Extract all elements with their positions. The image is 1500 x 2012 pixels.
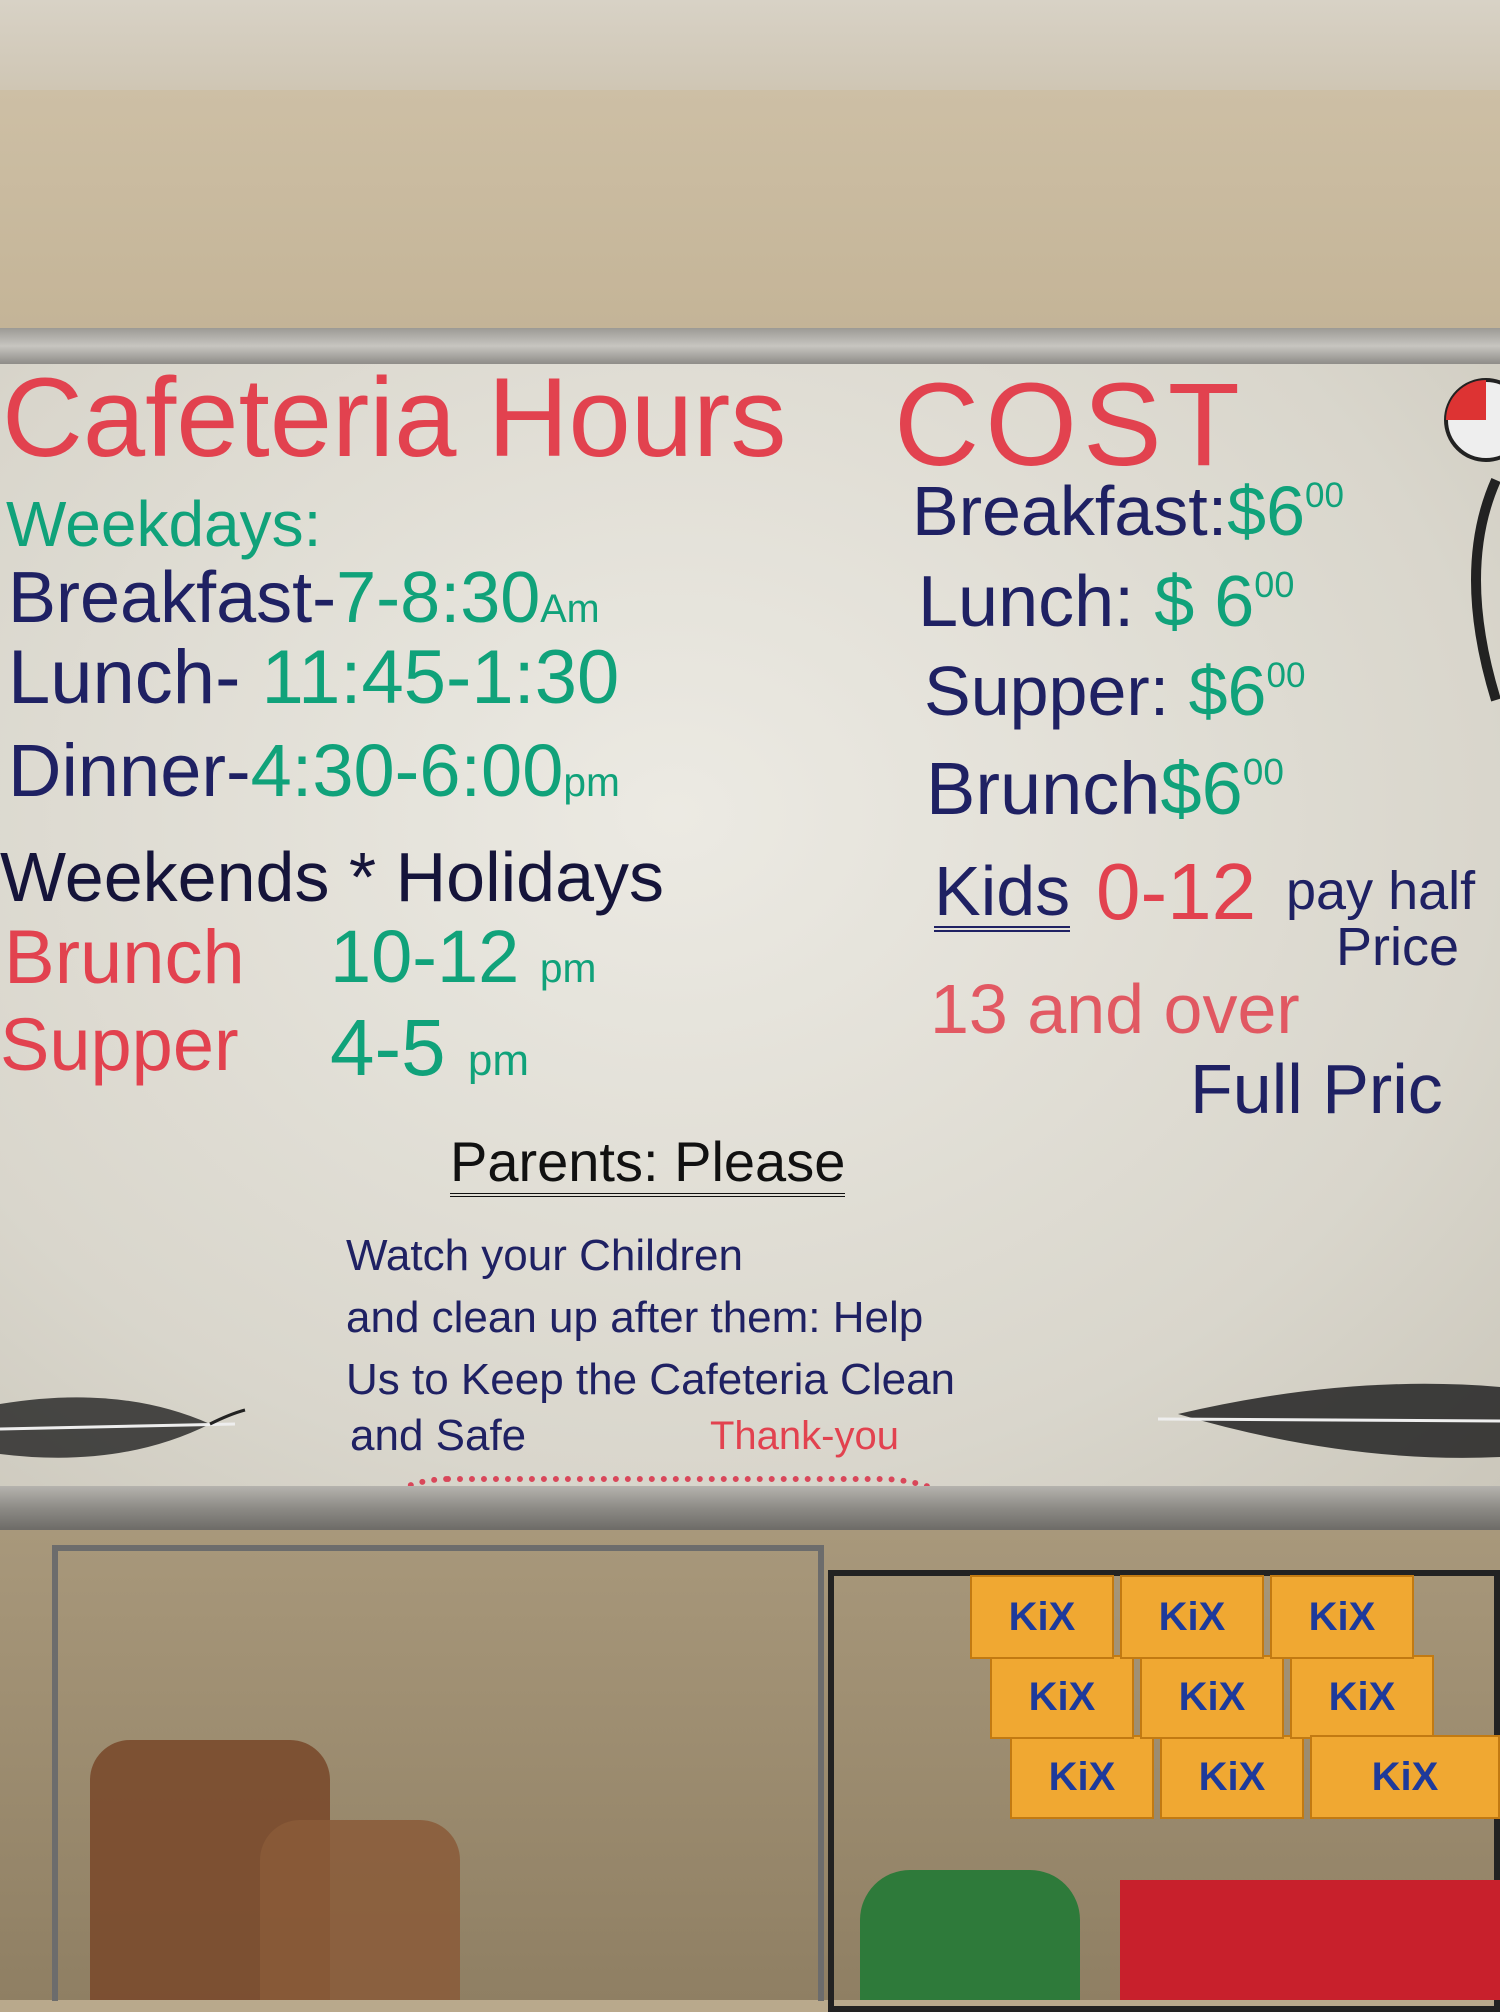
whiteboard-frame-top [0, 328, 1500, 364]
notice-line: Watch your Children [346, 1231, 743, 1280]
cereal-box: KiX [1310, 1735, 1500, 1819]
kids-rule-line-2: Price [1336, 917, 1460, 977]
notice-thanks: Thank-you [710, 1414, 899, 1458]
meal-time: 4:30-6:00 [250, 729, 564, 812]
meal-name: Breakfast: [912, 472, 1228, 550]
cereal-box-stack: KiX KiX KiX KiX KiX KiX KiX KiX KiX [940, 1535, 1500, 1865]
time-suffix: Am [540, 587, 600, 631]
cereal-box: KiX [1270, 1575, 1414, 1659]
time-suffix: pm [563, 759, 620, 805]
price: $ 6 [1154, 562, 1255, 642]
wall [0, 90, 1500, 330]
cereal-box: KiX [1140, 1655, 1284, 1739]
notice-line: and Safe [350, 1411, 527, 1460]
price-cents: 00 [1254, 564, 1295, 606]
price: $6 [1188, 652, 1267, 730]
medicine-wheel-drawing [1444, 378, 1500, 702]
weekday-row-lunch: Lunch- 11:45-1:30 [8, 640, 619, 716]
adults-rule: Full Pric [1190, 1050, 1443, 1128]
metal-rack-left [52, 1545, 824, 2001]
price: $6 [1160, 747, 1243, 830]
meal-name: Breakfast [8, 558, 313, 638]
weekend-time-brunch: 10-12 pm [330, 920, 596, 994]
weekend-time-supper: 4-5 pm [330, 1008, 529, 1088]
cereal-cups [860, 1870, 1080, 2000]
price-cents: 00 [1242, 751, 1284, 793]
kids-rule-line-1: pay half [1286, 861, 1476, 921]
cereal-box: KiX [1160, 1735, 1304, 1819]
weekend-meal-brunch: Brunch [4, 915, 245, 1000]
notice-line: and clean up after them: Help [346, 1293, 924, 1342]
price-cents: 00 [1305, 476, 1344, 515]
cereal-box: KiX [1010, 1735, 1154, 1819]
time-suffix: pm [467, 1036, 529, 1085]
feather-drawing-right [1157, 1383, 1500, 1458]
notice-heading-text: Parents: Please [450, 1130, 846, 1197]
meal-name: Brunch [926, 747, 1161, 830]
cost-row-breakfast: Breakfast:$600 [912, 476, 1344, 546]
feather-drawing-left [0, 1397, 246, 1458]
kids-label: Kids [934, 852, 1071, 932]
meal-name: Supper: [924, 652, 1170, 730]
notice-line: Us to Keep the Cafeteria Clean [346, 1355, 956, 1404]
weekends-label: Weekends * Holidays [0, 838, 665, 916]
cereal-box: KiX [990, 1655, 1134, 1739]
separator: - [226, 729, 251, 812]
meal-name: Dinner [8, 729, 226, 812]
meal-time: 10-12 [330, 915, 520, 998]
separator: - [312, 558, 337, 638]
bread-loaf [260, 1820, 460, 2000]
cereal-box: KiX [970, 1575, 1114, 1659]
notice-heading: Parents: Please [450, 1130, 846, 1197]
separator: - [215, 635, 241, 720]
meal-name: Lunch [8, 635, 216, 720]
cost-row-lunch: Lunch: $ 600 [918, 566, 1294, 638]
cereal-box: KiX [1290, 1655, 1434, 1739]
hours-title: Cafeteria Hours [2, 355, 787, 480]
weekday-row-breakfast: Breakfast-7-8:30Am [8, 562, 600, 634]
meal-time: 4-5 [330, 1003, 446, 1092]
cost-row-supper: Supper: $600 [924, 656, 1305, 726]
price-cents: 00 [1266, 656, 1306, 695]
adults-ages: 13 and over [930, 970, 1300, 1048]
ceiling [0, 0, 1500, 90]
froot-loops-boxes [1120, 1880, 1500, 2000]
cost-row-brunch: Brunch$600 [926, 752, 1284, 826]
cereal-box: KiX [1120, 1575, 1264, 1659]
cost-title: COST [894, 359, 1246, 491]
meal-name: Lunch: [918, 562, 1135, 642]
meal-time: 7-8:30 [336, 558, 541, 638]
time-suffix: pm [539, 945, 597, 991]
weekday-row-dinner: Dinner-4:30-6:00pm [8, 734, 620, 808]
meal-time: 11:45-1:30 [261, 635, 620, 720]
weekend-meal-supper: Supper [0, 1003, 239, 1086]
whiteboard-marker-tray [0, 1486, 1500, 1530]
kids-ages: 0-12 [1096, 847, 1257, 936]
whiteboard: Cafeteria Hours Weekdays: Breakfast-7-8:… [0, 355, 1500, 1838]
weekdays-label: Weekdays: [6, 488, 322, 560]
price: $6 [1227, 472, 1306, 550]
